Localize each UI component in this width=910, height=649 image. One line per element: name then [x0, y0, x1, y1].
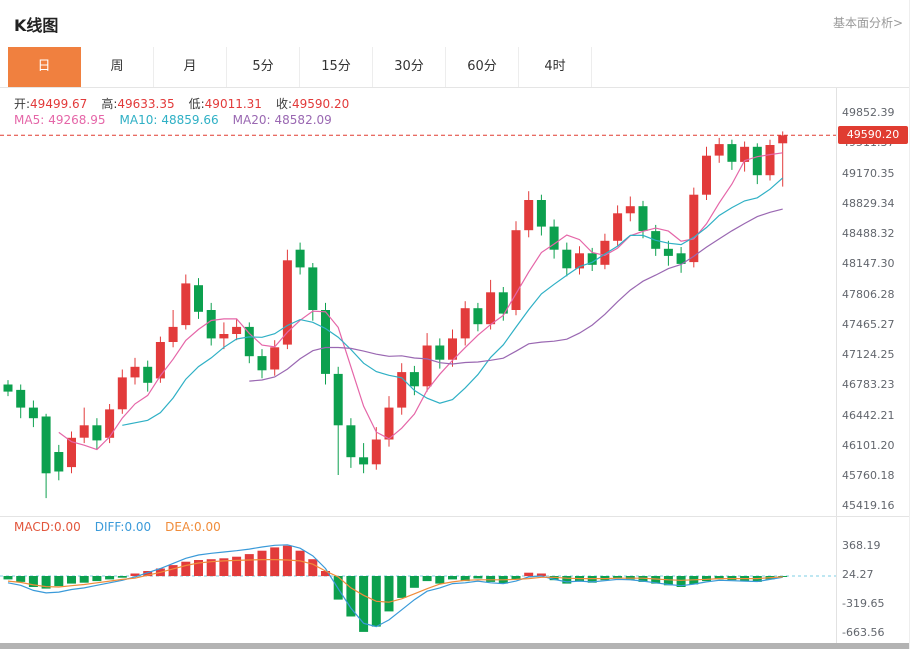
tab-60分[interactable]: 60分: [446, 47, 519, 87]
axis-divider-line: [836, 88, 837, 643]
tab-5分[interactable]: 5分: [227, 47, 300, 87]
diff-value: 0.00: [124, 520, 152, 534]
panel-divider-line: [0, 516, 909, 517]
close-label: 收:: [275, 97, 292, 111]
macd-info-row: MACD:0.00 DIFF:0.00 DEA:0.00: [14, 520, 235, 534]
open-label: 开:: [14, 97, 31, 111]
fundamental-analysis-link[interactable]: 基本面分析>: [832, 16, 903, 30]
tab-15分[interactable]: 15分: [300, 47, 373, 87]
ma5-label: MA5:: [14, 113, 45, 127]
ma5-value: 49268.95: [48, 113, 106, 127]
macd-value: 0.00: [54, 520, 81, 534]
high-label: 高:: [101, 97, 118, 111]
close-value: 49590.20: [291, 97, 350, 111]
period-tabs: 日周月 5分 15分 30分 60分 4时: [0, 47, 909, 88]
tab-日[interactable]: 日: [8, 47, 81, 87]
tab-周[interactable]: 周: [81, 47, 154, 87]
ma10-label: MA10:: [119, 113, 158, 127]
diff-label: DIFF:: [94, 520, 125, 534]
dea-value: 0.00: [194, 520, 221, 534]
ma10-value: 48859.66: [161, 113, 219, 127]
ma20-label: MA20:: [232, 113, 271, 127]
current-price-tag: 49590.20: [838, 126, 908, 145]
tab-30分[interactable]: 30分: [373, 47, 446, 87]
page-title: K线图: [14, 16, 59, 35]
ohlc-row: 开:49499.67 高:49633.35 低:49011.31 收:49590.20: [14, 95, 363, 112]
tab-月[interactable]: 月: [154, 47, 227, 87]
ma20-value: 48582.09: [274, 113, 332, 127]
low-label: 低:: [188, 97, 205, 111]
high-value: 49633.35: [117, 97, 175, 111]
bottom-scrollbar[interactable]: [0, 643, 909, 649]
ma-row: MA5: 49268.95 MA10: 48859.66 MA20: 48582.09: [14, 113, 346, 127]
low-value: 49011.31: [204, 97, 262, 111]
dea-label: DEA:: [165, 520, 195, 534]
header: K线图 基本面分析>: [0, 0, 909, 47]
tab-4时[interactable]: 4时: [519, 47, 592, 87]
open-value: 49499.67: [30, 97, 88, 111]
macd-label: MACD:: [14, 520, 55, 534]
